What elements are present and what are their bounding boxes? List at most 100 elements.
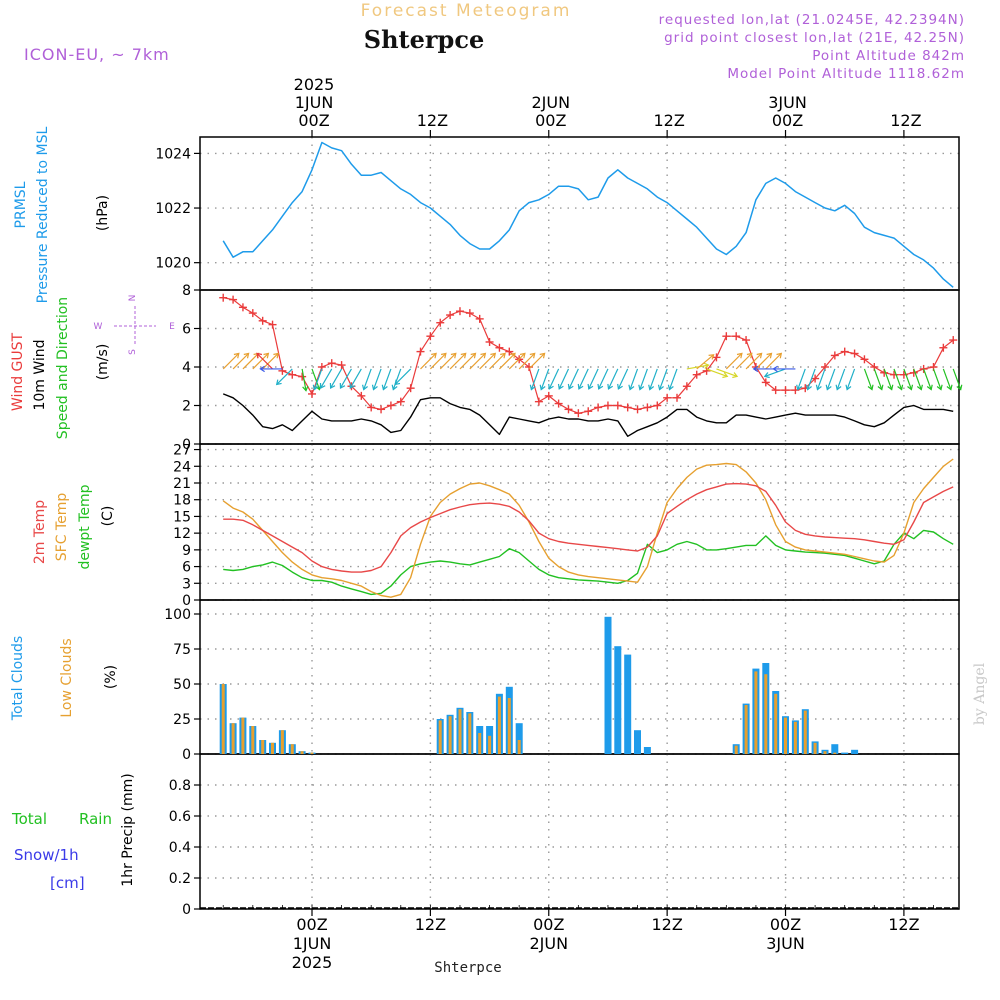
wind-arrow	[763, 368, 786, 379]
gust-marker	[564, 405, 573, 414]
temp2m-label: 2m Temp	[32, 500, 48, 564]
gust-marker	[544, 391, 553, 400]
precip-cm-label: [cm]	[50, 874, 85, 892]
wind-arrow	[667, 368, 678, 391]
wind-arrow	[873, 368, 884, 391]
wind-arrow	[597, 368, 609, 390]
y-tick-label: 2	[182, 399, 191, 415]
wind-arrow	[539, 368, 550, 391]
gust-marker	[288, 370, 297, 379]
gust-marker	[692, 370, 701, 379]
y-tick-label: 0	[182, 593, 191, 609]
wind-arrow	[772, 365, 796, 373]
gust-marker	[663, 393, 672, 402]
wind-arrow	[617, 368, 629, 390]
gust-marker	[850, 349, 859, 358]
pressure-panel-label: PRMSL Pressure Reduced to MSL (hPa)	[13, 126, 111, 303]
wind-arrow	[835, 368, 846, 391]
precip-rain-label: Rain	[79, 810, 112, 828]
panel-frame	[199, 599, 960, 755]
gust-marker	[446, 311, 455, 320]
top-time-label: 2JUN	[531, 93, 570, 112]
y-tick-label: 12	[173, 526, 191, 542]
gust-label: Wind GUST	[10, 332, 26, 411]
gust-marker	[337, 361, 346, 370]
top-time-label: 00Z	[772, 111, 803, 130]
wind-arrow	[825, 368, 836, 391]
wind-arrow	[499, 352, 516, 370]
compass-e-label: E	[169, 322, 175, 332]
low-cloud-bar	[813, 742, 817, 754]
wind-arrow	[394, 368, 412, 386]
wind-arrow	[429, 352, 447, 370]
gust-marker	[308, 389, 316, 398]
prmsl-label: PRMSL	[13, 181, 29, 228]
total-cloud-bar	[604, 616, 612, 754]
wind-dir-label: Speed and Direction	[55, 297, 71, 439]
wind-arrow	[657, 368, 668, 391]
low-cloud-bar	[803, 710, 807, 754]
gust-marker	[643, 403, 652, 412]
gust-marker	[623, 403, 632, 412]
wind-arrow	[845, 368, 856, 391]
wind-arrow	[256, 352, 273, 370]
low-cloud-bar	[734, 745, 738, 754]
gust-marker	[594, 403, 603, 412]
wind-arrow	[275, 368, 293, 386]
low-cloud-bar	[517, 740, 521, 754]
wind-arrow	[716, 368, 739, 379]
precip-axis-label: 1hr Precip (mm)	[120, 773, 136, 886]
gust-marker	[475, 314, 484, 323]
wind-arrow	[439, 352, 457, 370]
gust-marker	[367, 403, 376, 412]
wind-arrow	[349, 368, 362, 389]
total-cloud-bar	[851, 749, 859, 754]
low-cloud-bar	[280, 730, 284, 754]
top-time-label: 3JUN	[768, 93, 807, 112]
wind-arrow	[242, 352, 260, 370]
wind-arrow	[449, 352, 467, 370]
compass-s-label: S	[128, 349, 138, 355]
panel-frame	[199, 753, 960, 910]
y-tick-label: 100	[164, 607, 191, 623]
gust-marker	[742, 336, 751, 345]
gust-marker	[426, 332, 435, 341]
gust-marker	[613, 401, 622, 410]
y-tick-label: 6	[182, 560, 191, 576]
wind-arrow	[752, 365, 776, 373]
wind-arrow	[648, 368, 658, 391]
wind-arrow	[391, 368, 402, 391]
low-cloud-bar	[833, 752, 837, 754]
low-cloud-bar	[774, 693, 778, 754]
y-tick-label: 0.4	[169, 840, 191, 856]
wind-arrow	[469, 352, 487, 370]
low-cloud-bar	[458, 709, 462, 754]
bottom-time-label: 00Z	[770, 915, 801, 934]
gust-marker	[406, 384, 415, 393]
y-tick-label: 18	[173, 493, 191, 509]
bottom-time-label: 00Z	[296, 915, 327, 934]
gust-marker	[465, 309, 474, 318]
y-tick-label: 0	[182, 437, 191, 453]
gust-marker	[712, 353, 721, 362]
gust-marker	[603, 401, 612, 410]
wind-arrow	[607, 368, 619, 390]
gust-marker	[386, 401, 395, 410]
y-tick-label: 3	[182, 576, 191, 592]
bottom-time-label: 2JUN	[529, 934, 568, 953]
low-cloud-bar	[784, 717, 787, 754]
compass-w-label: W	[94, 322, 103, 332]
wind-arrow	[765, 352, 783, 370]
wind-unit: (m/s)	[95, 344, 111, 381]
dewpt-line	[223, 529, 954, 596]
sfc-temp-line	[222, 458, 954, 598]
gust-marker	[258, 316, 267, 325]
wind-arrow	[696, 354, 715, 370]
gust-marker	[238, 303, 247, 312]
wind-arrow	[863, 368, 874, 391]
product-title: Forecast Meteogram	[361, 1, 572, 21]
total-cloud-bar	[831, 744, 839, 754]
y-tick-label: 8	[182, 283, 191, 299]
gust-marker	[278, 366, 287, 375]
model-altitude: Model Point Altitude 1118.62m	[727, 66, 965, 82]
